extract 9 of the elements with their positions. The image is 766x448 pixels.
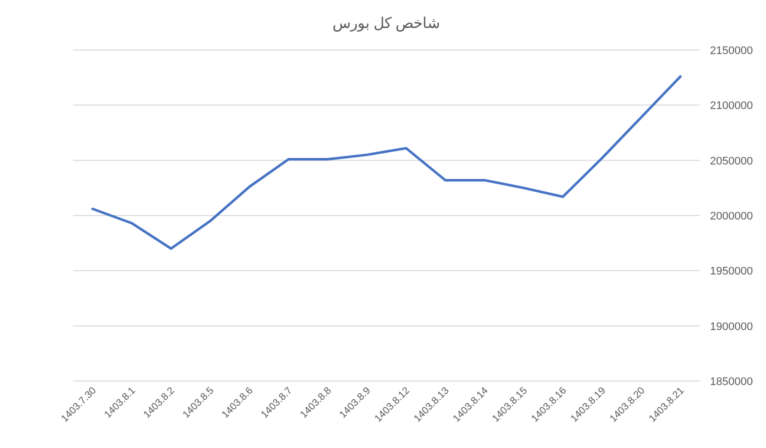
y-tick-label: 1950000: [710, 266, 753, 278]
y-tick-label: 1850000: [710, 376, 753, 388]
y-tick-label: 1900000: [710, 320, 753, 333]
y-tick-label: 2100000: [710, 100, 753, 112]
chart-title: شاخص کل بورس: [332, 15, 441, 32]
y-tick-label: 2000000: [710, 210, 753, 222]
y-tick-label: 2050000: [710, 155, 753, 168]
line-series: [91, 75, 682, 250]
y-tick-label: 2150000: [710, 45, 753, 57]
